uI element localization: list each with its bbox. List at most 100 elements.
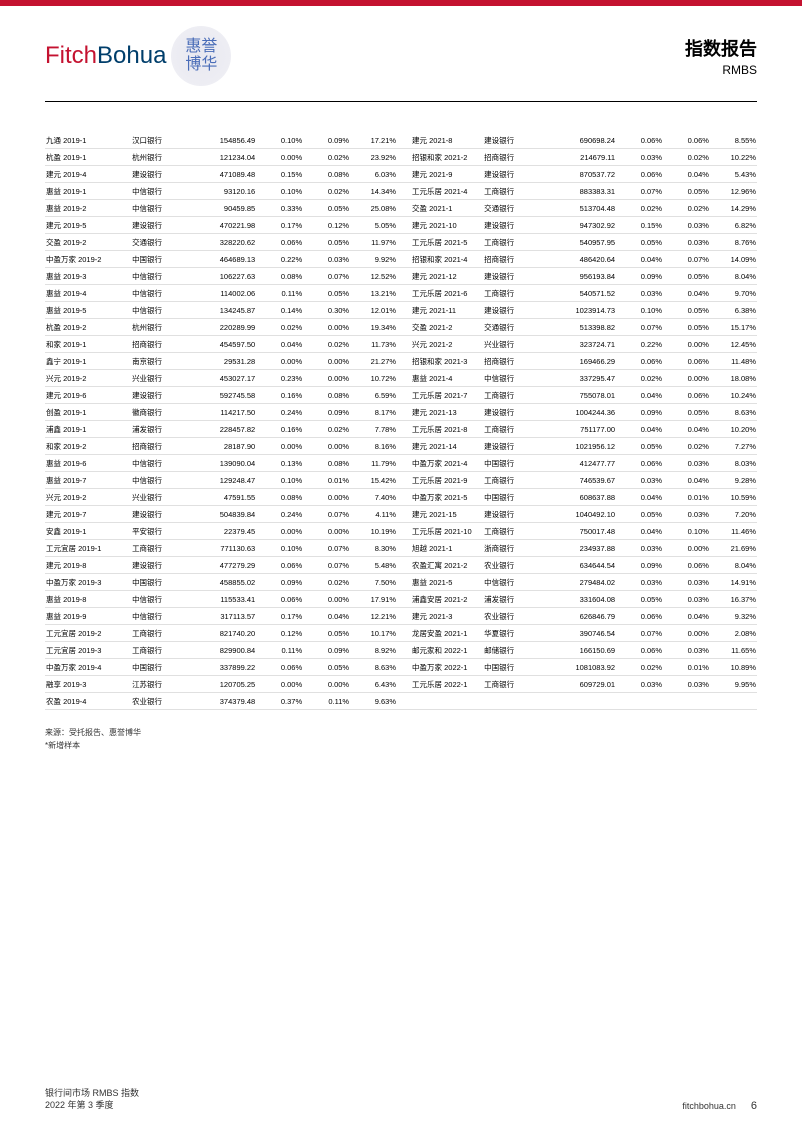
table-row: 中盈万家 2019-3中国银行458855.020.09%0.02%7.50%惠… (45, 574, 757, 591)
table-row: 杭盈 2019-2杭州银行220289.990.02%0.00%19.34%交盈… (45, 319, 757, 336)
page-number: 6 (751, 1100, 757, 1112)
table-cell: 11.65% (710, 642, 757, 659)
table-cell: 江苏银行 (131, 676, 186, 693)
table-cell: 0.01% (663, 659, 710, 676)
table-cell: 11.73% (350, 336, 397, 353)
table-cell: 0.00% (663, 336, 710, 353)
table-cell: 10.59% (710, 489, 757, 506)
table-cell: 工元宜居 2019-1 (45, 540, 131, 557)
table-cell: 建元 2019-8 (45, 557, 131, 574)
table-cell: 工商银行 (131, 540, 186, 557)
table-cell: 龙居安盈 2021-1 (397, 625, 483, 642)
table-cell: 9.32% (710, 608, 757, 625)
table-cell: 0.04% (663, 166, 710, 183)
table-cell: 0.05% (663, 302, 710, 319)
table-cell: 工元宜居 2019-2 (45, 625, 131, 642)
table-cell: 0.02% (303, 421, 350, 438)
table-cell: 120705.25 (186, 676, 256, 693)
table-cell: 166150.69 (538, 642, 616, 659)
table-cell: 工商银行 (131, 642, 186, 659)
table-cell: 中信银行 (131, 591, 186, 608)
table-cell: 0.00% (303, 489, 350, 506)
table-cell: 29531.28 (186, 353, 256, 370)
table-cell: 兴元 2021-2 (397, 336, 483, 353)
table-cell: 建元 2019-5 (45, 217, 131, 234)
table-cell: 154856.49 (186, 132, 256, 149)
table-cell: 8.63% (350, 659, 397, 676)
table-cell: 工元乐居 2021-7 (397, 387, 483, 404)
table-cell: 0.00% (303, 319, 350, 336)
table-cell: 47591.55 (186, 489, 256, 506)
table-cell: 建设银行 (131, 506, 186, 523)
logo-section: FitchBohua 惠誉 博华 (45, 26, 231, 86)
table-cell: 0.08% (256, 489, 303, 506)
table-cell: 0.05% (303, 200, 350, 217)
table-cell: 惠益 2019-2 (45, 200, 131, 217)
table-cell: 1004244.36 (538, 404, 616, 421)
table-cell: 0.04% (663, 472, 710, 489)
table-cell: 390746.54 (538, 625, 616, 642)
table-cell: 15.42% (350, 472, 397, 489)
table-cell: 0.22% (616, 336, 663, 353)
table-cell: 惠益 2019-7 (45, 472, 131, 489)
table-cell: 平安银行 (131, 523, 186, 540)
table-cell: 0.13% (256, 455, 303, 472)
table-cell: 14.29% (710, 200, 757, 217)
table-cell: 0.02% (303, 574, 350, 591)
table-cell: 10.72% (350, 370, 397, 387)
table-cell: 0.03% (616, 285, 663, 302)
table-cell: 0.06% (616, 455, 663, 472)
table-cell: 0.04% (616, 489, 663, 506)
table-cell: 0.00% (303, 370, 350, 387)
table-cell: 中信银行 (131, 608, 186, 625)
table-cell: 工元乐居 2021-5 (397, 234, 483, 251)
table-cell: 0.04% (616, 523, 663, 540)
table-cell (616, 693, 663, 710)
table-cell: 829900.84 (186, 642, 256, 659)
table-cell (538, 693, 616, 710)
table-row: 杭盈 2019-1杭州银行121234.040.00%0.02%23.92%招银… (45, 149, 757, 166)
footer-line2: 2022 年第 3 季度 (45, 1099, 139, 1112)
table-cell: 招商银行 (483, 149, 538, 166)
table-cell: 0.04% (663, 608, 710, 625)
table-cell: 0.09% (256, 574, 303, 591)
table-cell: 9.28% (710, 472, 757, 489)
table-cell: 0.06% (663, 387, 710, 404)
table-cell: 0.07% (303, 540, 350, 557)
table-cell: 工商银行 (483, 234, 538, 251)
table-cell: 0.01% (303, 472, 350, 489)
table-cell: 0.06% (256, 557, 303, 574)
table-cell: 工元宜居 2019-3 (45, 642, 131, 659)
table-cell: 0.07% (616, 183, 663, 200)
table-cell: 0.03% (663, 676, 710, 693)
table-cell: 0.08% (303, 387, 350, 404)
table-cell: 0.06% (616, 642, 663, 659)
table-cell: 0.10% (256, 183, 303, 200)
table-cell: 中信银行 (131, 472, 186, 489)
table-cell: 9.95% (710, 676, 757, 693)
table-row: 惠益 2019-3中信银行106227.630.08%0.07%12.52%建元… (45, 268, 757, 285)
table-cell: 0.06% (616, 353, 663, 370)
table-cell: 浙商银行 (483, 540, 538, 557)
table-row: 安鑫 2019-1平安银行22379.450.00%0.00%10.19%工元乐… (45, 523, 757, 540)
table-cell: 883383.31 (538, 183, 616, 200)
table-cell: 中信银行 (131, 285, 186, 302)
table-cell: 7.27% (710, 438, 757, 455)
table-cell: 8.30% (350, 540, 397, 557)
table-cell: 0.00% (303, 523, 350, 540)
table-row: 农盈 2019-4农业银行374379.480.37%0.11%9.63% (45, 693, 757, 710)
table-cell: 安鑫 2019-1 (45, 523, 131, 540)
table-cell: 0.10% (256, 472, 303, 489)
table-cell: 374379.48 (186, 693, 256, 710)
table-cell: 建设银行 (131, 217, 186, 234)
table-cell: 0.05% (303, 234, 350, 251)
table-cell: 工元乐居 2022-1 (397, 676, 483, 693)
table-cell: 317113.57 (186, 608, 256, 625)
table-cell: 17.91% (350, 591, 397, 608)
table-cell: 工元乐居 2021-4 (397, 183, 483, 200)
table-cell: 337295.47 (538, 370, 616, 387)
table-cell: 建元 2021-8 (397, 132, 483, 149)
table-cell: 工商银行 (483, 285, 538, 302)
table-cell: 0.03% (663, 217, 710, 234)
table-cell: 浦发银行 (131, 421, 186, 438)
